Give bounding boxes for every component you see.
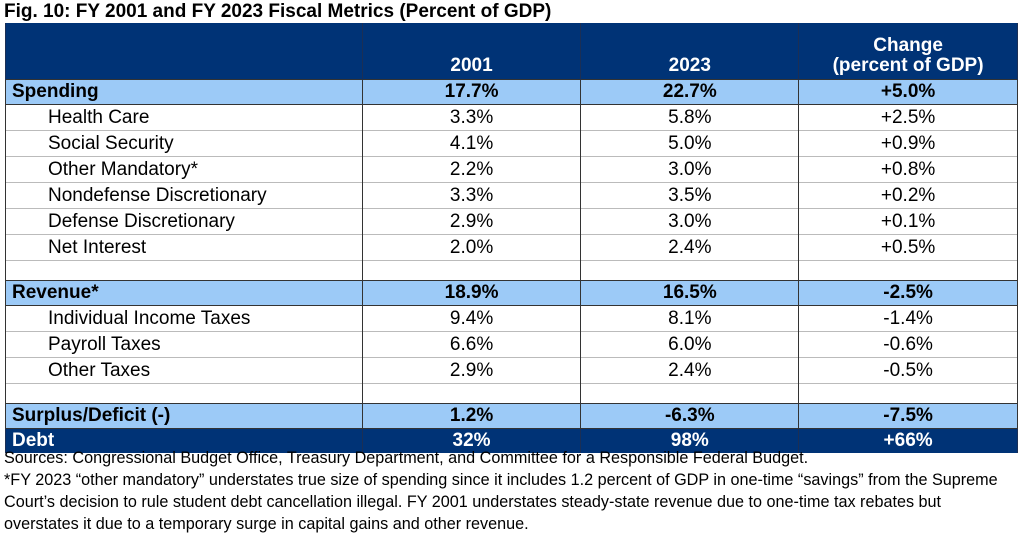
section-row: Surplus/Deficit (-) 1.2% -6.3% -7.5%: [5, 403, 1018, 429]
table-row: Defense Discretionary 2.9% 3.0% +0.1%: [5, 208, 1018, 235]
spacer-row: [5, 383, 1018, 404]
row-label: Revenue*: [5, 280, 363, 306]
value-change: [798, 383, 1018, 404]
figure-title: Fig. 10: FY 2001 and FY 2023 Fiscal Metr…: [4, 1, 552, 22]
table-header-row: 2001 2023 Change (percent of GDP): [5, 23, 1018, 80]
row-label: [5, 383, 363, 404]
value-2023: 3.5%: [580, 182, 800, 209]
row-label: Nondefense Discretionary: [5, 182, 363, 209]
value-2001: 2.2%: [361, 156, 582, 183]
table-row: Net Interest 2.0% 2.4% +0.5%: [5, 234, 1018, 261]
value-2001: [361, 260, 582, 281]
section-row: Revenue* 18.9% 16.5% -2.5%: [5, 280, 1018, 306]
value-change: -0.6%: [798, 331, 1018, 358]
value-change: +0.8%: [798, 156, 1018, 183]
table-row: Individual Income Taxes 9.4% 8.1% -1.4%: [5, 305, 1018, 332]
value-change: +0.5%: [798, 234, 1018, 261]
value-change: -0.5%: [798, 357, 1018, 384]
value-2001: 3.3%: [361, 104, 582, 131]
row-label: Other Taxes: [5, 357, 363, 384]
value-2023: 98%: [580, 428, 800, 453]
footnotes: Sources: Congressional Budget Office, Tr…: [4, 447, 1020, 535]
row-label: Health Care: [5, 104, 363, 131]
row-label: Other Mandatory*: [5, 156, 363, 183]
value-change: +0.9%: [798, 130, 1018, 157]
fiscal-metrics-table: 2001 2023 Change (percent of GDP) Spendi…: [5, 23, 1018, 453]
value-2001: [361, 383, 582, 404]
value-2001: 4.1%: [361, 130, 582, 157]
row-label: Defense Discretionary: [5, 208, 363, 235]
value-2023: 3.0%: [580, 156, 800, 183]
value-2001: 1.2%: [361, 403, 582, 429]
header-change-line1: Change: [873, 35, 943, 56]
value-2023: [580, 260, 800, 281]
row-label: Debt: [5, 428, 363, 453]
row-label: Net Interest: [5, 234, 363, 261]
value-2023: [580, 383, 800, 404]
value-2001: 32%: [361, 428, 582, 453]
value-2023: 22.7%: [580, 79, 800, 105]
value-change: +5.0%: [798, 79, 1018, 105]
value-2023: 16.5%: [580, 280, 800, 306]
value-2023: 8.1%: [580, 305, 800, 332]
value-change: +0.2%: [798, 182, 1018, 209]
table-row: Health Care 3.3% 5.8% +2.5%: [5, 104, 1018, 131]
value-change: +2.5%: [798, 104, 1018, 131]
value-2001: 2.9%: [361, 208, 582, 235]
header-2001: 2001: [361, 23, 582, 80]
value-change: [798, 260, 1018, 281]
value-2001: 9.4%: [361, 305, 582, 332]
value-2001: 18.9%: [361, 280, 582, 306]
table-row: Other Taxes 2.9% 2.4% -0.5%: [5, 357, 1018, 384]
sources-note: Sources: Congressional Budget Office, Tr…: [4, 449, 809, 467]
header-label: [5, 23, 363, 80]
value-2023: 2.4%: [580, 357, 800, 384]
value-2001: 2.0%: [361, 234, 582, 261]
value-change: -2.5%: [798, 280, 1018, 306]
row-label: [5, 260, 363, 281]
asterisk-note: *FY 2023 “other mandatory” understates t…: [4, 471, 998, 533]
table-row: Social Security 4.1% 5.0% +0.9%: [5, 130, 1018, 157]
value-change: -1.4%: [798, 305, 1018, 332]
header-change: Change (percent of GDP): [798, 23, 1018, 80]
value-2001: 6.6%: [361, 331, 582, 358]
value-2023: 5.0%: [580, 130, 800, 157]
section-row: Spending 17.7% 22.7% +5.0%: [5, 79, 1018, 105]
table-row: Payroll Taxes 6.6% 6.0% -0.6%: [5, 331, 1018, 358]
value-2023: 2.4%: [580, 234, 800, 261]
header-2023: 2023: [580, 23, 800, 80]
spacer-row: [5, 260, 1018, 281]
value-2023: 3.0%: [580, 208, 800, 235]
value-2023: 6.0%: [580, 331, 800, 358]
row-label: Individual Income Taxes: [5, 305, 363, 332]
value-2001: 3.3%: [361, 182, 582, 209]
table-row: Nondefense Discretionary 3.3% 3.5% +0.2%: [5, 182, 1018, 209]
value-2001: 2.9%: [361, 357, 582, 384]
table-row: Other Mandatory* 2.2% 3.0% +0.8%: [5, 156, 1018, 183]
value-change: +0.1%: [798, 208, 1018, 235]
header-change-line2: (percent of GDP): [832, 55, 984, 76]
row-label: Social Security: [5, 130, 363, 157]
value-change: +66%: [798, 428, 1018, 453]
value-2001: 17.7%: [361, 79, 582, 105]
debt-row: Debt 32% 98% +66%: [5, 428, 1018, 453]
row-label: Payroll Taxes: [5, 331, 363, 358]
row-label: Surplus/Deficit (-): [5, 403, 363, 429]
value-2023: -6.3%: [580, 403, 800, 429]
value-2023: 5.8%: [580, 104, 800, 131]
row-label: Spending: [5, 79, 363, 105]
value-change: -7.5%: [798, 403, 1018, 429]
